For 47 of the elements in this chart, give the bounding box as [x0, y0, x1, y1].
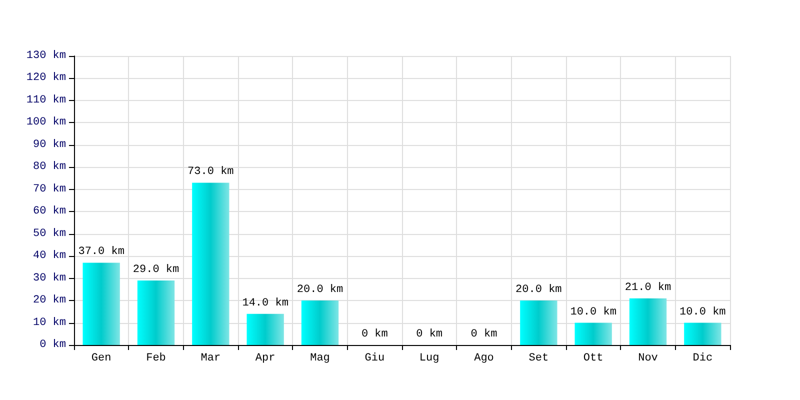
x-tick-label: Apr: [255, 352, 276, 364]
y-tick-label: 110 km: [26, 94, 66, 106]
x-tick-label: Giu: [364, 352, 385, 364]
data-label: 20.0 km: [296, 284, 344, 296]
y-tick-label: 60 km: [32, 206, 66, 218]
y-tick-label: 100 km: [26, 116, 66, 129]
y-tick-label: 30 km: [32, 272, 66, 284]
x-tick-label: Dic: [692, 352, 713, 364]
bar: [684, 322, 722, 345]
data-label: 37.0 km: [78, 246, 125, 258]
x-tick-label: Ott: [583, 352, 604, 364]
bar: [574, 322, 612, 345]
bar: [520, 300, 558, 345]
y-tick-label: 90 km: [32, 138, 66, 151]
y-tick-label: 130 km: [26, 50, 66, 62]
bar: [301, 300, 339, 345]
x-tick-label: Set: [528, 352, 549, 364]
y-tick-label: 0 km: [40, 339, 66, 351]
data-label: 29.0 km: [132, 264, 180, 276]
x-tick-label: Nov: [638, 352, 658, 364]
data-label: 21.0 km: [624, 282, 672, 294]
bar: [629, 298, 667, 345]
x-tick-label: Mar: [200, 352, 221, 364]
data-label: 0 km: [470, 328, 498, 340]
y-tick-label: 80 km: [32, 161, 66, 174]
data-label: 0 km: [361, 328, 388, 340]
y-tick-label: 10 km: [32, 316, 66, 329]
y-tick-label: 70 km: [32, 183, 66, 196]
x-tick-label: Lug: [419, 352, 440, 364]
x-tick-label: Gen: [91, 352, 112, 364]
data-label: 0 km: [416, 328, 443, 340]
bar: [137, 280, 175, 345]
x-tick-label: Feb: [146, 352, 166, 364]
bar: [82, 262, 120, 345]
data-label: 20.0 km: [516, 284, 562, 296]
bar: [246, 314, 284, 345]
y-tick-label: 120 km: [26, 72, 66, 84]
data-label: 10.0 km: [680, 306, 726, 318]
x-tick-label: Ago: [474, 352, 494, 364]
data-label: 10.0 km: [570, 306, 617, 318]
data-label: 73.0 km: [188, 166, 234, 178]
y-tick-label: 40 km: [32, 250, 66, 262]
bar: [192, 182, 230, 345]
data-label: 14.0 km: [242, 297, 289, 310]
y-tick-label: 20 km: [32, 294, 66, 307]
x-tick-label: Mag: [310, 352, 330, 364]
y-tick-label: 50 km: [32, 228, 66, 240]
